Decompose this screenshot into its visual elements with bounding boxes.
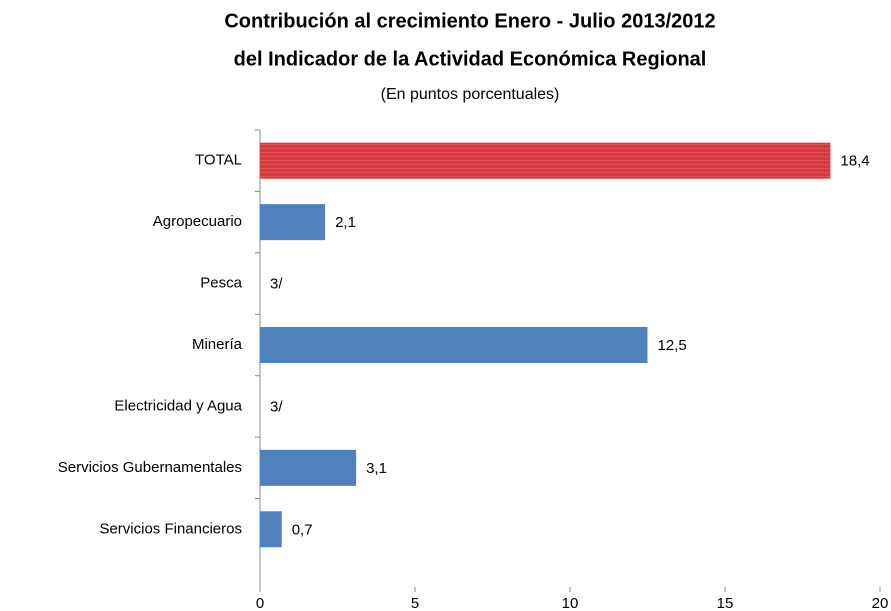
y-tick-label: TOTAL [195, 152, 242, 169]
y-tick-label: Servicios Gubernamentales [58, 459, 242, 476]
value-label: 3/ [270, 276, 283, 293]
x-tick-label: 10 [562, 595, 579, 611]
x-tick-label: 20 [872, 595, 889, 611]
bar [260, 449, 357, 486]
x-tick-label: 0 [256, 595, 264, 611]
chart-title: Contribución al crecimiento Enero - Juli… [224, 10, 715, 32]
x-tick-label: 5 [411, 595, 419, 611]
value-label: 3,1 [366, 460, 387, 477]
bar [260, 327, 648, 363]
chart-subtitle: (En puntos porcentuales) [381, 86, 560, 103]
y-tick-label: Servicios Financieros [99, 520, 242, 537]
value-label: 18,4 [840, 153, 869, 170]
value-label: 12,5 [658, 337, 687, 354]
y-tick-label: Agropecuario [153, 213, 242, 230]
y-tick-label: Pesca [200, 275, 242, 292]
value-label: 2,1 [335, 214, 356, 231]
chart-title: del Indicador de la Actividad Económica … [234, 48, 707, 70]
value-label: 3/ [270, 398, 283, 415]
y-tick-label: Minería [192, 336, 243, 353]
bar [260, 142, 831, 179]
y-tick-label: Electricidad y Agua [114, 397, 242, 414]
x-tick-label: 15 [717, 595, 734, 611]
bar [260, 204, 326, 241]
value-label: 0,7 [292, 521, 313, 538]
bar [260, 511, 282, 548]
